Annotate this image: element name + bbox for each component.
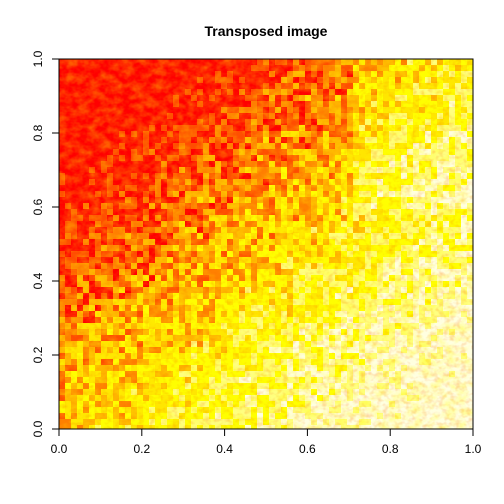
- plot-frame: [58, 58, 474, 430]
- axes: 0.0 0.2 0.4 0.6 0.8 1.0 0.0 0.2 0.4 0.6 0.8 1.0: [31, 50, 482, 456]
- x-tick-label: 0.0: [51, 442, 68, 456]
- chart-title: Transposed image: [205, 23, 328, 39]
- texture-overlay-red: [59, 59, 473, 429]
- y-tick-label: 0.8: [31, 124, 45, 141]
- x-tick-label: 1.0: [465, 442, 482, 456]
- y-tick-label: 0.0: [31, 420, 45, 437]
- y-tick-label: 0.6: [31, 198, 45, 215]
- heatmap-image: [59, 59, 473, 429]
- x-tick-label: 0.6: [299, 442, 316, 456]
- x-tick-label: 0.2: [133, 442, 150, 456]
- y-tick-label: 0.2: [31, 346, 45, 363]
- x-tick-label: 0.8: [382, 442, 399, 456]
- y-tick-label: 0.4: [31, 272, 45, 289]
- x-tick-label: 0.4: [216, 442, 233, 456]
- y-tick-label: 1.0: [31, 50, 45, 67]
